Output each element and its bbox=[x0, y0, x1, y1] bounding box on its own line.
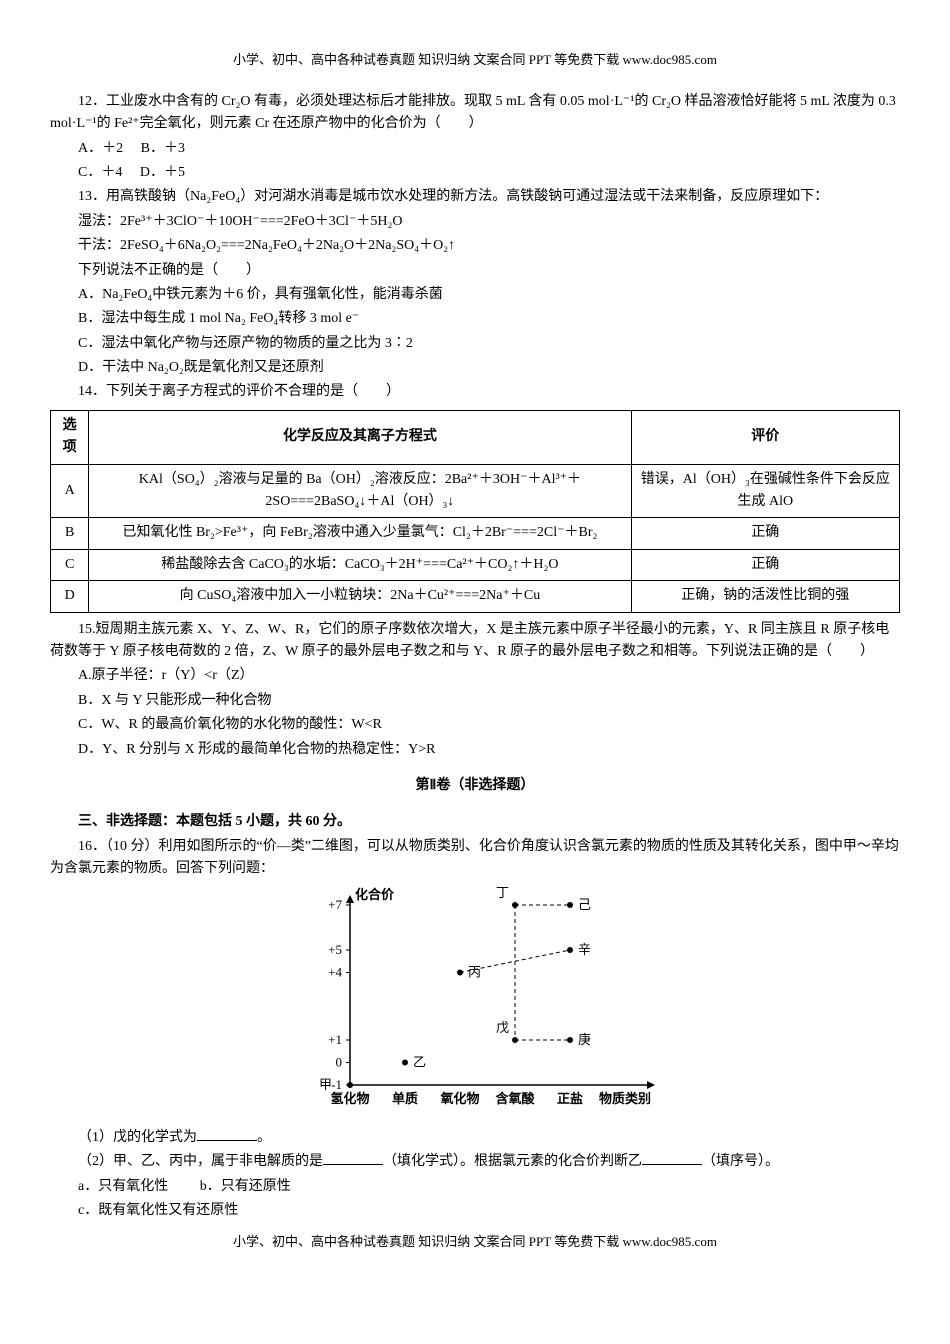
svg-text:化合价: 化合价 bbox=[355, 887, 395, 902]
q13-stem: 下列说法不正确的是（ ） bbox=[50, 260, 900, 282]
svg-text:辛: 辛 bbox=[578, 942, 591, 957]
q16-p2: （2）甲、乙、丙中，属于非电解质的是 （填化学式）。根据氯元素的化合价判断乙 （填序… bbox=[50, 1151, 900, 1173]
svg-text:0: 0 bbox=[336, 1054, 343, 1069]
q16-p2c: （填序号）。 bbox=[702, 1154, 779, 1169]
q16-p1b: 。 bbox=[257, 1130, 271, 1145]
q13-wet: 湿法：2Fe³⁺＋3ClO⁻＋10OH⁻===2FeO＋3Cl⁻＋5H₂O bbox=[50, 211, 900, 233]
q14-r0-rxn: KAl（SO₄）₂溶液与足量的 Ba（OH）₂溶液反应：2Ba²⁺＋3OH⁻＋A… bbox=[89, 464, 631, 518]
q16-optC: c．既有氧化性又有还原性 bbox=[50, 1200, 900, 1222]
q16-chart: 化合价 +7 +5 +4 +1 0 -1氢化物 单质 氧化物含氧酸 正盐 物质类别 甲 乙 丙 丁己辛戊庚 bbox=[50, 885, 900, 1123]
q12-optC: C．＋4 bbox=[78, 165, 122, 180]
svg-text:正盐: 正盐 bbox=[557, 1091, 583, 1106]
q15-D: D．Y、R 分别与 X 形成的最简单化合物的热稳定性：Y>R bbox=[50, 739, 900, 761]
blank-1[interactable] bbox=[197, 1140, 257, 1141]
q14-r3-opt: D bbox=[51, 581, 89, 612]
q16-text: 16．（10 分）利用如图所示的“价—类”二维图，可以从物质类别、化合价角度认识… bbox=[50, 836, 900, 881]
q16-optA: a．只有氧化性 bbox=[78, 1179, 168, 1194]
q14-h1: 化学反应及其离子方程式 bbox=[89, 410, 631, 464]
section3-title: 三、非选择题：本题包括 5 小题，共 60 分。 bbox=[50, 811, 900, 833]
svg-text:甲: 甲 bbox=[319, 1077, 332, 1092]
blank-3[interactable] bbox=[642, 1164, 702, 1165]
svg-text:乙: 乙 bbox=[413, 1054, 426, 1069]
q13-D: D．干法中 Na₂O₂既是氧化剂又是还原剂 bbox=[50, 357, 900, 379]
q14-stem: 14．下列关于离子方程式的评价不合理的是（ ） bbox=[50, 381, 900, 403]
q14-h0: 选项 bbox=[51, 410, 89, 464]
q14-r1-opt: B bbox=[51, 518, 89, 549]
q16-optB: b．只有还原性 bbox=[200, 1179, 291, 1194]
svg-text:+5: +5 bbox=[328, 942, 342, 957]
q12-optB: B．＋3 bbox=[141, 141, 185, 156]
section2-title: 第Ⅱ卷（非选择题） bbox=[50, 775, 900, 797]
q13-intro: 13．用高铁酸钠（Na₂FeO₄）对河湖水消毒是城市饮水处理的新方法。高铁酸钠可… bbox=[50, 186, 900, 208]
q14-r1-rxn: 已知氧化性 Br₂>Fe³⁺，向 FeBr₂溶液中通入少量氯气：Cl₂＋2Br⁻… bbox=[89, 518, 631, 549]
q15-A: A.原子半径：r（Y）<r（Z） bbox=[50, 665, 900, 687]
svg-text:戊: 戊 bbox=[496, 1020, 509, 1035]
table-row: D 向 CuSO₄溶液中加入一小粒钠块：2Na＋Cu²⁺===2Na⁺＋Cu 正… bbox=[51, 581, 900, 612]
valence-chart-svg: 化合价 +7 +5 +4 +1 0 -1氢化物 单质 氧化物含氧酸 正盐 物质类别 甲 乙 丙 丁己辛戊庚 bbox=[295, 885, 655, 1115]
q14-table: 选项 化学反应及其离子方程式 评价 A KAl（SO₄）₂溶液与足量的 Ba（O… bbox=[50, 410, 900, 613]
table-row: B 已知氧化性 Br₂>Fe³⁺，向 FeBr₂溶液中通入少量氯气：Cl₂＋2B… bbox=[51, 518, 900, 549]
svg-text:丁: 丁 bbox=[496, 885, 509, 900]
svg-text:单质: 单质 bbox=[392, 1091, 418, 1106]
svg-text:己: 己 bbox=[578, 897, 591, 912]
q12-optD: D．＋5 bbox=[140, 165, 185, 180]
q14-r2-opt: C bbox=[51, 549, 89, 580]
q14-r3-rxn: 向 CuSO₄溶液中加入一小粒钠块：2Na＋Cu²⁺===2Na⁺＋Cu bbox=[89, 581, 631, 612]
q12-text: 12．工业废水中含有的 Cr₂O 有毒，必须处理达标后才能排放。现取 5 mL … bbox=[50, 91, 900, 136]
q14-r3-eval: 正确，钠的活泼性比铜的强 bbox=[631, 581, 899, 612]
page-footer: 小学、初中、高中各种试卷真题 知识归纳 文案合同 PPT 等免费下载 www.d… bbox=[50, 1232, 900, 1253]
q12-line1: A．＋2 B．＋3 bbox=[50, 138, 900, 160]
svg-text:氧化物: 氧化物 bbox=[439, 1091, 479, 1106]
q13-B: B．湿法中每生成 1 mol Na₂ FeO₄转移 3 mol e⁻ bbox=[50, 308, 900, 330]
q15-C: C．W、R 的最高价氧化物的水化物的酸性：W<R bbox=[50, 714, 900, 736]
svg-text:庚: 庚 bbox=[578, 1032, 591, 1047]
q12-optA: A．＋2 bbox=[78, 141, 123, 156]
svg-text:丙: 丙 bbox=[468, 964, 481, 979]
q13-C: C．湿法中氧化产物与还原产物的物质的量之比为 3∶2 bbox=[50, 333, 900, 355]
svg-text:+7: +7 bbox=[328, 897, 342, 912]
q13-A: A．Na₂FeO₄中铁元素为＋6 价，具有强氧化性，能消毒杀菌 bbox=[50, 284, 900, 306]
table-row: A KAl（SO₄）₂溶液与足量的 Ba（OH）₂溶液反应：2Ba²⁺＋3OH⁻… bbox=[51, 464, 900, 518]
svg-text:含氧酸: 含氧酸 bbox=[494, 1091, 535, 1106]
q15-text: 15.短周期主族元素 X、Y、Z、W、R，它们的原子序数依次增大，X 是主族元素… bbox=[50, 619, 900, 664]
q16-p2b: （填化学式）。根据氯元素的化合价判断乙 bbox=[383, 1154, 642, 1169]
svg-text:-1: -1 bbox=[331, 1077, 342, 1092]
q16-p2a: （2）甲、乙、丙中，属于非电解质的是 bbox=[78, 1154, 323, 1169]
q14-r2-rxn: 稀盐酸除去含 CaCO₃的水垢：CaCO₃＋2H⁺===Ca²⁺＋CO₂↑＋H₂… bbox=[89, 549, 631, 580]
q16-p1a: （1）戊的化学式为 bbox=[78, 1130, 197, 1145]
q12-line2: C．＋4 D．＋5 bbox=[50, 162, 900, 184]
q13-dry: 干法：2FeSO₄＋6Na₂O₂===2Na₂FeO₄＋2Na₂O＋2Na₂SO… bbox=[50, 235, 900, 257]
q14-r2-eval: 正确 bbox=[631, 549, 899, 580]
page-header: 小学、初中、高中各种试卷真题 知识归纳 文案合同 PPT 等免费下载 www.d… bbox=[50, 50, 900, 71]
svg-text:+4: +4 bbox=[328, 964, 342, 979]
blank-2[interactable] bbox=[323, 1164, 383, 1165]
q14-r0-eval: 错误，Al（OH）₃在强碱性条件下会反应生成 AlO bbox=[631, 464, 899, 518]
q14-r1-eval: 正确 bbox=[631, 518, 899, 549]
q16-p1: （1）戊的化学式为 。 bbox=[50, 1127, 900, 1149]
q16-opts-ab: a．只有氧化性 b．只有还原性 bbox=[50, 1176, 900, 1198]
q15-B: B．X 与 Y 只能形成一种化合物 bbox=[50, 690, 900, 712]
svg-text:氢化物: 氢化物 bbox=[330, 1091, 369, 1106]
svg-text:物质类别: 物质类别 bbox=[599, 1091, 651, 1106]
table-row: C 稀盐酸除去含 CaCO₃的水垢：CaCO₃＋2H⁺===Ca²⁺＋CO₂↑＋… bbox=[51, 549, 900, 580]
svg-text:+1: +1 bbox=[328, 1032, 342, 1047]
q14-r0-opt: A bbox=[51, 464, 89, 518]
q14-h2: 评价 bbox=[631, 410, 899, 464]
